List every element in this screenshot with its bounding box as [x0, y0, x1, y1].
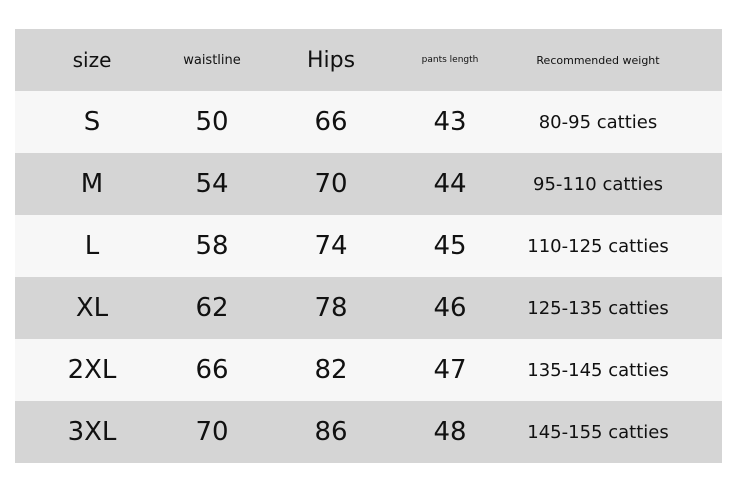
table-cell: 2XL — [67, 355, 117, 385]
header-cell: Recommended weight — [536, 53, 660, 67]
table-cell: 43 — [433, 107, 467, 137]
table-cell: 46 — [433, 293, 467, 323]
table-cell: 95-110 catties — [533, 173, 663, 195]
table-row: S 50 66 43 80-95 catties — [15, 91, 722, 153]
table-cell: 58 — [195, 231, 229, 261]
header-cell: size — [72, 48, 112, 72]
table-cell: 54 — [195, 169, 229, 199]
table-row: 3XL 70 86 48 145-155 catties — [15, 401, 722, 463]
header-cell: waistline — [183, 52, 241, 68]
table-cell: 82 — [314, 355, 348, 385]
table-cell: S — [83, 107, 101, 137]
table-cell: 50 — [195, 107, 229, 137]
table-row: M 54 70 44 95-110 catties — [15, 153, 722, 215]
table-row: XL 62 78 46 125-135 catties — [15, 277, 722, 339]
table-cell: 145-155 catties — [527, 421, 669, 443]
table-cell: 135-145 catties — [527, 359, 669, 381]
table-cell: 86 — [314, 417, 348, 447]
table-row: L 58 74 45 110-125 catties — [15, 215, 722, 277]
table-cell: 3XL — [67, 417, 117, 447]
header-cell: Hips — [306, 47, 356, 73]
header-cell: pants length — [421, 55, 479, 65]
header-row: size waistline Hips pants length Recommended… — [15, 29, 722, 91]
table-cell: 44 — [433, 169, 467, 199]
table-cell: 45 — [433, 231, 467, 261]
table-cell: 48 — [433, 417, 467, 447]
table-cell: 66 — [195, 355, 229, 385]
table-cell: 80-95 catties — [538, 111, 658, 133]
table-cell: 47 — [433, 355, 467, 385]
table-cell: 66 — [314, 107, 348, 137]
table-cell: M — [80, 169, 104, 199]
table-row: 2XL 66 82 47 135-145 catties — [15, 339, 722, 401]
table-cell: 74 — [314, 231, 348, 261]
table-cell: L — [84, 231, 100, 261]
table-cell: XL — [75, 293, 109, 323]
table-cell: 78 — [314, 293, 348, 323]
table-cell: 70 — [195, 417, 229, 447]
table-cell: 125-135 catties — [527, 297, 669, 319]
table-cell: 70 — [314, 169, 348, 199]
table-cell: 110-125 catties — [527, 235, 669, 257]
table-cell: 62 — [195, 293, 229, 323]
size-table: size waistline Hips pants length Recommended… — [15, 29, 722, 463]
